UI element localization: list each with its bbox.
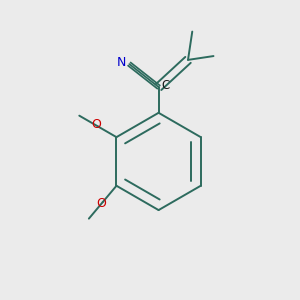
Text: C: C xyxy=(161,79,170,92)
Text: O: O xyxy=(92,118,101,131)
Text: N: N xyxy=(116,56,126,69)
Text: O: O xyxy=(96,197,106,210)
